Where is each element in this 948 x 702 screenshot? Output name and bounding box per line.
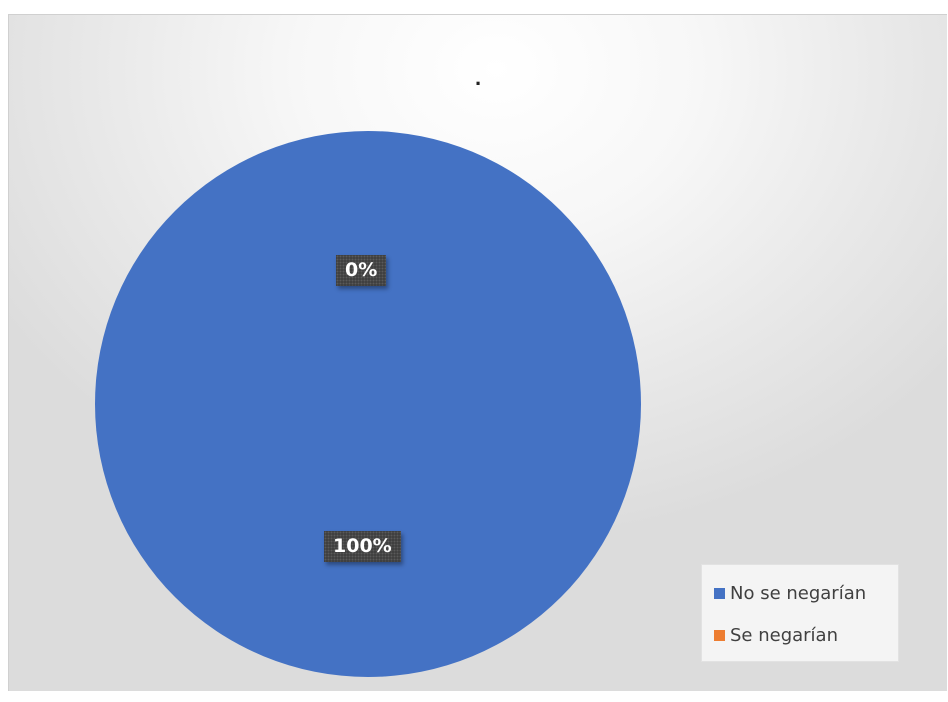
pie-slices (95, 131, 641, 677)
legend-label: Se negarían (730, 625, 838, 646)
legend-swatch-blue (714, 588, 725, 599)
legend-item-no-se-negarian: No se negarían (714, 583, 866, 604)
legend-item-se-negarian: Se negarían (714, 625, 838, 646)
legend-label: No se negarían (730, 583, 867, 604)
legend: No se negarían Se negarían (701, 564, 899, 662)
legend-swatch-orange (714, 630, 725, 641)
pie-chart (95, 131, 641, 677)
data-label-no-se-negarian: 100% (324, 531, 401, 562)
pie-slice-no-se-negar-an (95, 131, 641, 677)
data-label-se-negarian: 0% (336, 255, 387, 286)
chart-title: . (474, 65, 482, 90)
chart-area: . 0% 100% No se negarían Se negarían (8, 14, 947, 691)
